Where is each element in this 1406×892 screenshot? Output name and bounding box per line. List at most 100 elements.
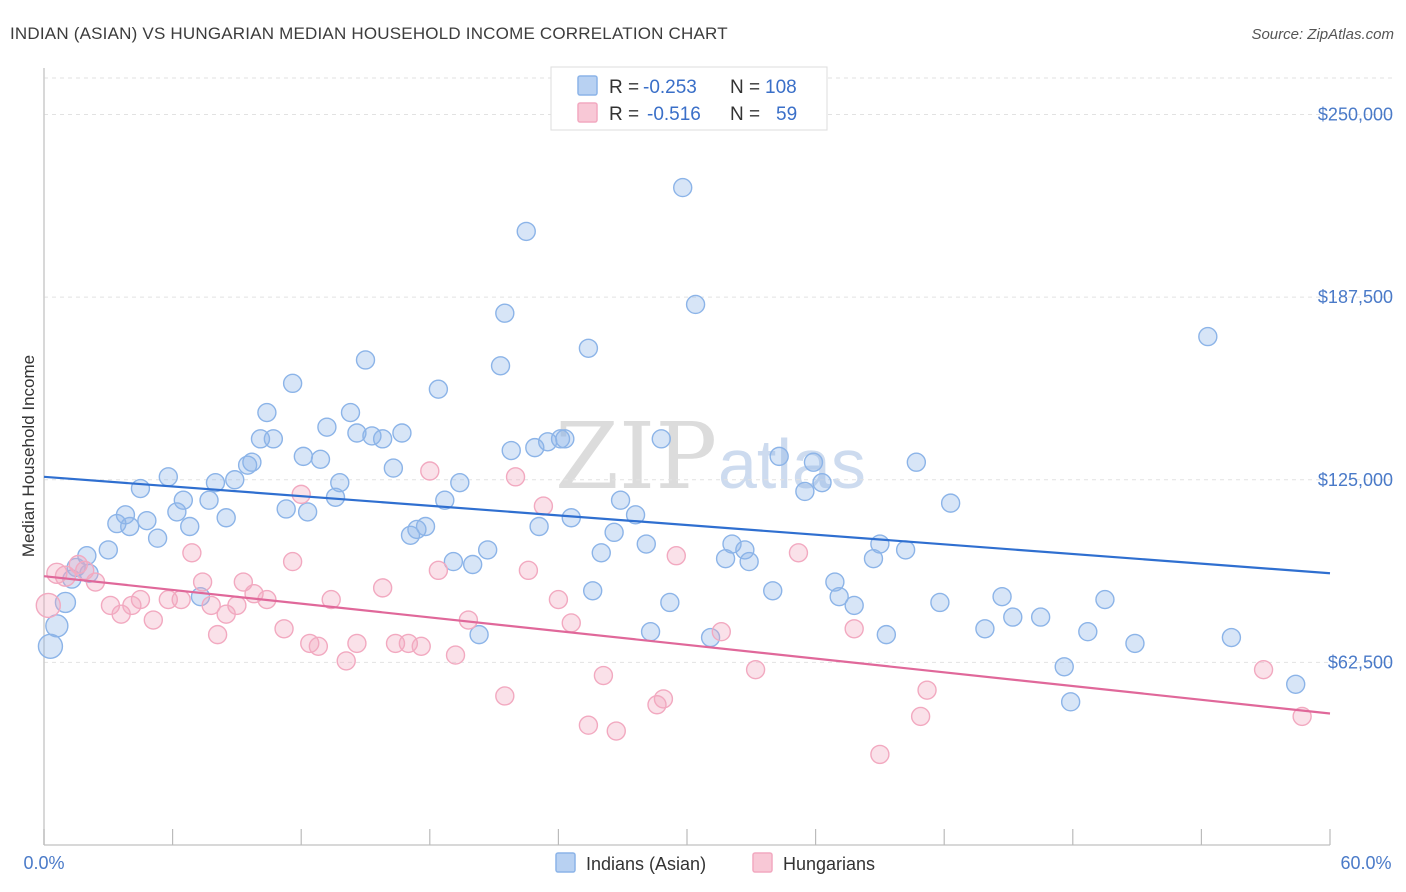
data-point xyxy=(812,472,832,493)
series-legend: Indians (Asian) Hungarians xyxy=(555,852,875,874)
trend-line-hungarians xyxy=(43,575,1331,715)
legend-r-value-indians: -0.253 xyxy=(643,77,697,98)
data-point xyxy=(192,572,213,592)
data-point xyxy=(428,379,449,399)
data-point xyxy=(829,586,849,607)
data-point xyxy=(651,429,671,449)
legend-r-label-indians: R = xyxy=(609,77,639,98)
data-point xyxy=(518,560,539,581)
data-point xyxy=(495,303,515,323)
data-point xyxy=(372,578,393,598)
legend-n-value-hungarians: 59 xyxy=(776,104,797,125)
data-point xyxy=(355,350,376,370)
data-point xyxy=(555,429,575,449)
data-point xyxy=(428,560,449,581)
data-point xyxy=(98,540,119,560)
data-point xyxy=(505,467,526,487)
data-point xyxy=(803,452,824,472)
data-point xyxy=(548,589,569,610)
data-point xyxy=(445,645,466,665)
data-point xyxy=(1030,607,1051,627)
data-point xyxy=(975,619,995,639)
data-point xyxy=(660,592,680,613)
data-point xyxy=(745,659,766,680)
data-point xyxy=(739,551,759,572)
data-point xyxy=(735,540,755,560)
data-point xyxy=(610,490,631,510)
data-point xyxy=(180,516,200,537)
data-point xyxy=(490,356,511,376)
data-point xyxy=(1003,607,1023,627)
legend-swatch-hungarians xyxy=(577,102,598,123)
chart-title: INDIAN (ASIAN) VS HUNGARIAN MEDIAN HOUSE… xyxy=(10,24,728,43)
y-axis-label: Median Household Income xyxy=(19,355,38,557)
data-point xyxy=(37,633,64,660)
data-point xyxy=(550,429,571,449)
data-point xyxy=(1286,674,1306,694)
y-tick-label: $62,500 xyxy=(1328,652,1393,672)
data-point xyxy=(297,502,318,522)
data-point xyxy=(582,581,603,601)
data-point xyxy=(435,490,455,510)
data-point xyxy=(844,595,864,616)
data-point xyxy=(411,636,431,657)
data-point xyxy=(653,689,674,709)
data-point xyxy=(257,402,277,423)
data-point xyxy=(469,624,489,645)
data-point xyxy=(199,490,219,510)
data-point xyxy=(282,373,303,394)
data-point xyxy=(1198,326,1218,347)
data-point xyxy=(450,472,470,493)
data-point xyxy=(666,546,686,566)
data-point xyxy=(640,622,661,642)
data-point xyxy=(636,534,656,554)
y-tick-label: $125,000 xyxy=(1318,470,1393,490)
series-swatch-hungarians xyxy=(752,852,773,873)
series-hungarians-points xyxy=(35,461,1312,765)
watermark-atlas: atlas xyxy=(718,425,866,503)
data-points xyxy=(35,177,1312,765)
data-point xyxy=(372,429,393,449)
series-indians-points xyxy=(37,177,1306,712)
data-point xyxy=(420,461,440,481)
data-point xyxy=(137,510,157,531)
data-point xyxy=(282,551,303,572)
data-point xyxy=(205,472,226,493)
data-point xyxy=(495,686,515,706)
data-point xyxy=(207,624,228,645)
data-point xyxy=(529,516,549,537)
data-point xyxy=(227,595,247,616)
data-point xyxy=(604,522,624,543)
trend-line-indians xyxy=(43,475,1331,575)
data-point xyxy=(158,467,179,487)
data-point xyxy=(1125,633,1145,654)
legend-n-label-indians: N = xyxy=(730,77,760,98)
data-point xyxy=(45,614,69,638)
data-point xyxy=(895,540,916,560)
data-point xyxy=(940,493,961,513)
data-point xyxy=(673,177,693,198)
data-point xyxy=(1078,622,1098,642)
data-point xyxy=(625,505,646,525)
data-point xyxy=(347,633,367,654)
data-point xyxy=(1060,692,1081,712)
x-axis-ticks xyxy=(43,829,1331,845)
data-point xyxy=(1095,589,1115,610)
data-point xyxy=(201,595,221,616)
data-point xyxy=(1253,659,1274,680)
data-point xyxy=(35,592,61,619)
data-point xyxy=(130,589,151,610)
data-point xyxy=(917,680,937,700)
data-point xyxy=(173,490,194,510)
legend-r-label-hungarians: R = xyxy=(609,104,639,125)
data-point xyxy=(1054,657,1074,677)
data-point xyxy=(340,402,361,423)
y-tick-label: $250,000 xyxy=(1318,105,1393,125)
data-point xyxy=(578,338,599,358)
data-point xyxy=(443,551,464,572)
series-label-hungarians: Hungarians xyxy=(783,854,875,874)
chart-source: Source: ZipAtlas.com xyxy=(1251,26,1394,43)
data-point xyxy=(606,721,626,741)
data-point xyxy=(216,508,236,528)
